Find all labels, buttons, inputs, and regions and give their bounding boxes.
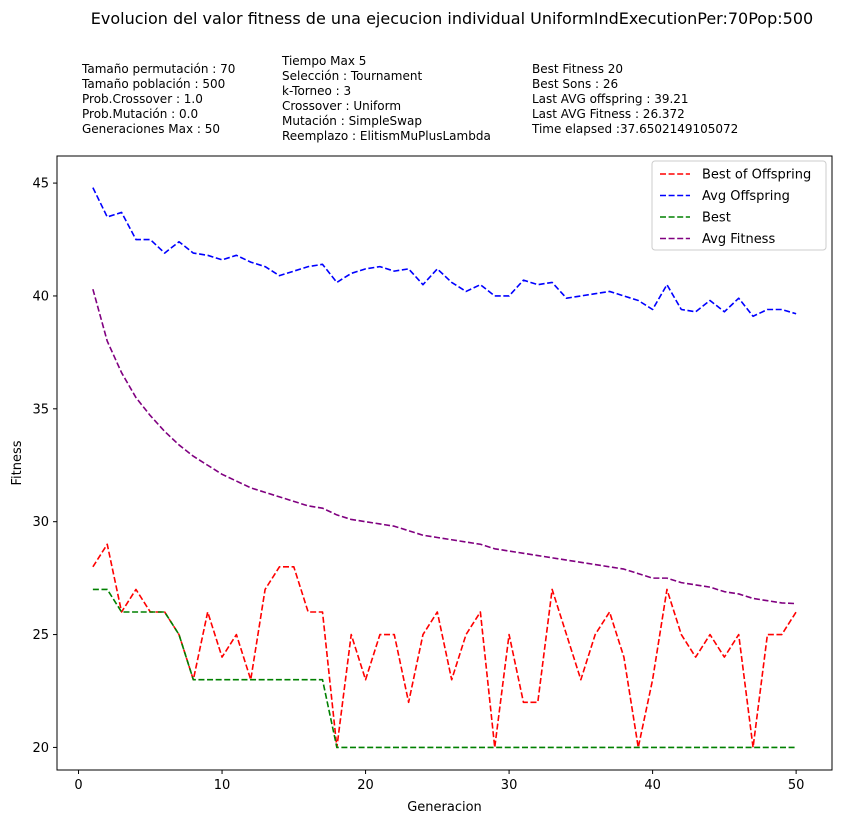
info-line: Mutación : SimpleSwap bbox=[282, 114, 422, 128]
legend-label: Avg Offspring bbox=[702, 189, 790, 204]
legend: Best of Offspring Avg Offspring Best Avg Fi… bbox=[651, 160, 827, 251]
info-line: Best Fitness 20 bbox=[532, 62, 623, 76]
info-line: Selección : Tournament bbox=[282, 69, 422, 83]
info-block-1: Tamaño permutación : 70 Tamaño población… bbox=[81, 62, 235, 136]
x-tick-label: 30 bbox=[501, 778, 518, 793]
legend-label: Avg Fitness bbox=[702, 232, 775, 247]
y-axis-label: Fitness bbox=[10, 440, 25, 485]
x-tick-label: 50 bbox=[788, 778, 805, 793]
plot-area: 0 10 20 30 40 50 20 25 30 35 40 45 bbox=[32, 155, 833, 793]
y-tick-label: 20 bbox=[32, 741, 49, 756]
info-line: Reemplazo : ElitismMuPlusLambda bbox=[282, 129, 491, 143]
y-tick-label: 30 bbox=[32, 515, 49, 530]
info-block-2: Tiempo Max 5 Selección : Tournament k-To… bbox=[281, 54, 491, 143]
info-line: Prob.Mutación : 0.0 bbox=[82, 107, 198, 121]
x-tick-label: 10 bbox=[214, 778, 231, 793]
x-axis-label: Generacion bbox=[407, 800, 482, 815]
legend-label: Best bbox=[702, 211, 731, 226]
info-line: Crossover : Uniform bbox=[282, 99, 401, 113]
x-axis: 0 10 20 30 40 50 bbox=[74, 770, 804, 793]
legend-box bbox=[651, 160, 827, 251]
info-line: Generaciones Max : 50 bbox=[82, 122, 220, 136]
info-line: Best Sons : 26 bbox=[532, 77, 618, 91]
y-tick-label: 45 bbox=[32, 177, 49, 192]
info-line: Tamaño población : 500 bbox=[81, 77, 225, 91]
y-tick-label: 25 bbox=[32, 628, 49, 643]
y-tick-label: 35 bbox=[32, 402, 49, 417]
axes-frame bbox=[56, 155, 833, 771]
x-tick-label: 0 bbox=[74, 778, 82, 793]
x-tick-label: 40 bbox=[644, 778, 661, 793]
info-line: k-Torneo : 3 bbox=[282, 84, 351, 98]
info-line: Tamaño permutación : 70 bbox=[81, 62, 235, 76]
series-layer bbox=[92, 187, 797, 749]
x-tick-label: 20 bbox=[357, 778, 374, 793]
series-line-1 bbox=[92, 543, 797, 749]
info-block-3: Best Fitness 20 Best Sons : 26 Last AVG … bbox=[531, 62, 738, 136]
chart-title: Evolucion del valor fitness de una ejecu… bbox=[91, 9, 813, 28]
info-line: Tiempo Max 5 bbox=[281, 54, 366, 68]
series-line-2 bbox=[92, 187, 797, 318]
info-line: Time elapsed :37.6502149105072 bbox=[531, 122, 738, 136]
series-line-3 bbox=[92, 588, 797, 749]
series-line-4 bbox=[92, 288, 797, 605]
y-tick-label: 40 bbox=[32, 289, 49, 304]
info-line: Last AVG Fitness : 26.372 bbox=[532, 107, 685, 121]
info-line: Last AVG offspring : 39.21 bbox=[532, 92, 689, 106]
y-axis: 20 25 30 35 40 45 bbox=[32, 177, 57, 756]
info-line: Prob.Crossover : 1.0 bbox=[82, 92, 203, 106]
legend-label: Best of Offspring bbox=[702, 168, 811, 183]
